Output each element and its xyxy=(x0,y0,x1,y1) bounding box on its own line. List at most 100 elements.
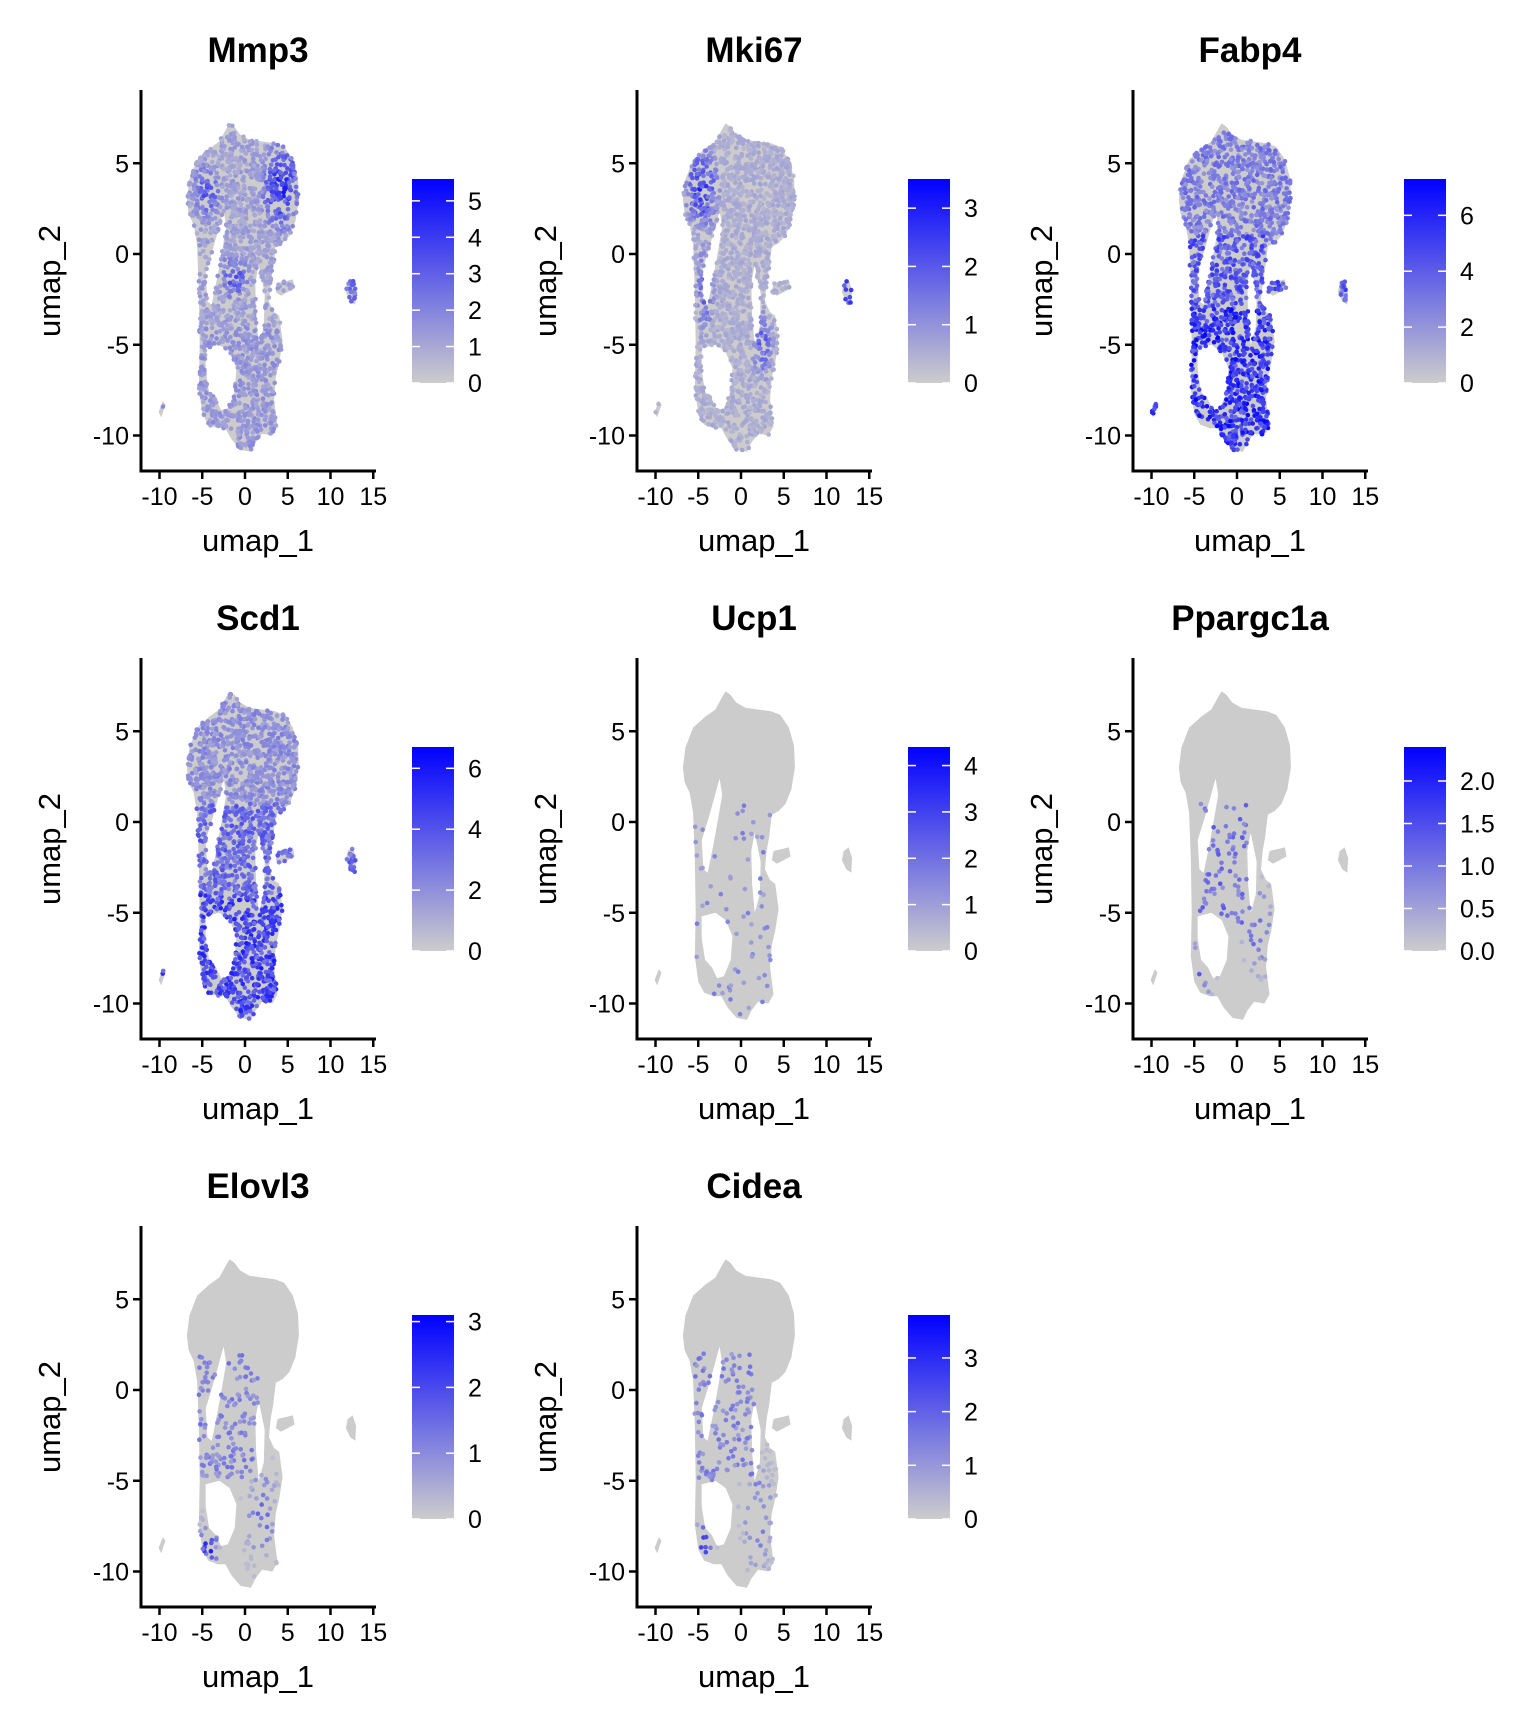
cell-point xyxy=(701,173,706,179)
cell-point xyxy=(1203,193,1209,198)
cell-point xyxy=(1274,207,1280,213)
cell-point xyxy=(201,345,206,350)
cell-point xyxy=(726,293,732,299)
cell-point xyxy=(202,339,208,344)
cell-point xyxy=(769,376,774,381)
cell-point xyxy=(763,268,768,274)
cell-point xyxy=(272,380,278,386)
cell-point xyxy=(230,140,235,146)
cell-point xyxy=(240,230,246,236)
cell-point xyxy=(253,173,259,178)
cell-point xyxy=(253,401,259,406)
cell-point xyxy=(729,213,734,219)
cell-point xyxy=(263,156,268,162)
cell-point xyxy=(1264,161,1269,167)
cell-point xyxy=(764,280,769,286)
cell-point xyxy=(719,182,724,187)
cell-point xyxy=(1242,401,1247,407)
cell-point xyxy=(1196,261,1201,266)
cell-point xyxy=(221,176,227,181)
cell-point xyxy=(706,246,711,251)
cell-point xyxy=(746,227,751,232)
cell-point xyxy=(225,313,231,318)
cell-point xyxy=(1265,315,1270,320)
cell-point xyxy=(197,189,203,194)
cell-point xyxy=(231,130,237,136)
cell-point xyxy=(203,326,209,332)
cell-point xyxy=(1190,218,1196,223)
cell-point xyxy=(246,228,251,234)
cell-point xyxy=(252,304,257,309)
cell-point xyxy=(757,249,763,255)
cell-point xyxy=(236,185,241,191)
cell-point xyxy=(701,263,706,269)
y-axis-title: umap_2 xyxy=(528,225,563,337)
cell-point xyxy=(1216,289,1221,295)
cell-point xyxy=(785,219,791,224)
cell-point xyxy=(1211,193,1216,199)
cell-point xyxy=(1268,216,1273,221)
cell-point xyxy=(739,353,745,358)
cell-point xyxy=(209,333,215,339)
cell-point xyxy=(1242,406,1248,411)
cell-point xyxy=(238,445,244,451)
cell-point xyxy=(240,177,245,182)
cell-point xyxy=(242,347,247,353)
cell-point xyxy=(788,212,793,217)
cell-point xyxy=(726,396,731,401)
cell-point xyxy=(781,179,786,184)
cell-point xyxy=(244,198,250,203)
cell-point xyxy=(712,156,718,161)
cell-point xyxy=(739,259,744,265)
cell-point xyxy=(253,320,259,326)
cell-point xyxy=(240,274,245,280)
cell-point xyxy=(198,227,204,232)
cell-point xyxy=(286,180,292,185)
cell-point xyxy=(656,401,661,407)
cell-point xyxy=(1239,383,1244,389)
legend-tick-label: 2 xyxy=(964,253,978,281)
cell-point xyxy=(244,279,250,285)
cell-point xyxy=(257,362,262,368)
cell-point xyxy=(247,443,253,449)
cell-point xyxy=(733,229,739,234)
cell-point xyxy=(229,214,234,220)
cell-point xyxy=(741,146,746,152)
cell-point xyxy=(1249,145,1255,151)
cell-point xyxy=(765,341,771,346)
cell-point xyxy=(234,212,240,217)
cell-point xyxy=(1261,155,1266,160)
cell-point xyxy=(745,153,750,158)
cell-point xyxy=(730,398,736,404)
cell-point xyxy=(276,207,281,213)
cell-point xyxy=(700,325,706,330)
cell-point xyxy=(264,401,270,407)
cell-point xyxy=(776,283,782,288)
cell-point xyxy=(274,150,279,155)
cell-point xyxy=(761,304,767,310)
y-axis-title: umap_2 xyxy=(32,225,67,337)
cell-point xyxy=(198,300,203,305)
cell-point xyxy=(694,344,700,350)
cell-point xyxy=(1243,421,1248,427)
cell-point xyxy=(1198,316,1204,321)
cell-point xyxy=(748,219,754,224)
cell-point xyxy=(758,156,763,161)
cell-point xyxy=(1208,201,1214,206)
cell-point xyxy=(1223,391,1229,396)
cell-point xyxy=(227,253,232,258)
cell-point xyxy=(1244,334,1250,339)
cell-point xyxy=(756,144,761,149)
cell-point xyxy=(1181,178,1186,183)
cell-point xyxy=(758,200,764,206)
cell-point xyxy=(721,134,727,139)
cell-point xyxy=(222,144,227,149)
cell-point xyxy=(1231,342,1237,348)
cell-point xyxy=(697,262,702,268)
cell-point xyxy=(1231,383,1236,388)
cell-point xyxy=(712,333,717,339)
cell-point xyxy=(1284,186,1289,191)
cell-point xyxy=(725,345,730,351)
cell-point xyxy=(1231,184,1236,189)
